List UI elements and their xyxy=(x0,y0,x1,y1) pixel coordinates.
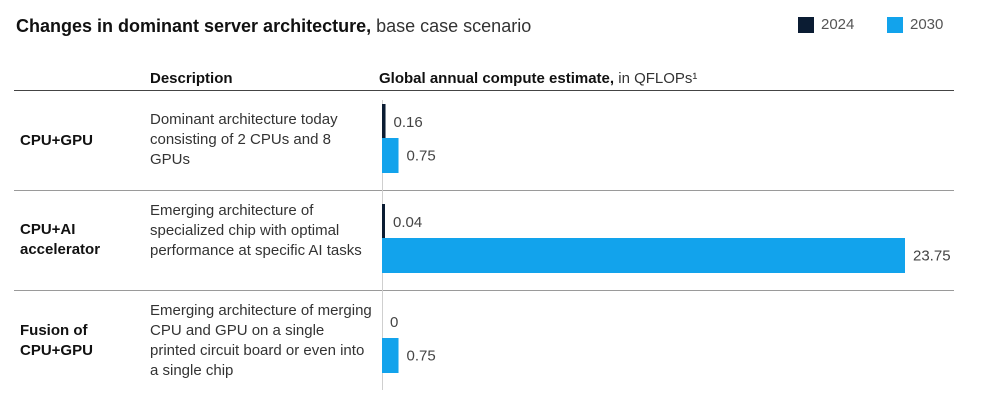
value-label-cpu-gpu-2030: 0.75 xyxy=(407,148,436,165)
value-label-cpu-ai-accelerator-2024: 0.04 xyxy=(393,214,422,231)
value-label-cpu-gpu-2024: 0.16 xyxy=(394,114,423,131)
bar-cpu-gpu-2024 xyxy=(382,104,386,140)
bar-cpu-ai-accelerator-2024 xyxy=(382,204,385,240)
row-category-fusion-cpu-gpu: Fusion of CPU+GPU xyxy=(20,322,93,359)
bar-cpu-ai-accelerator-2030 xyxy=(382,238,905,273)
chart-title-bold: Changes in dominant server architecture, xyxy=(16,16,372,36)
legend-item-2024: 2024 xyxy=(798,16,854,33)
row-divider-1 xyxy=(14,190,954,191)
legend-item-2030: 2030 xyxy=(887,16,943,33)
bar-fusion-cpu-gpu-2030 xyxy=(382,338,399,373)
row-description-cpu-gpu: Dominant architecture today consisting o… xyxy=(150,111,338,168)
row-description-cpu-ai-accelerator: Emerging architecture of specialized chi… xyxy=(150,202,362,259)
legend-label-2030: 2030 xyxy=(910,16,944,33)
estimate-header-unit: in QFLOPs¹ xyxy=(614,70,698,87)
row-divider-2 xyxy=(14,290,954,291)
bars-group: 0.16 0.04 0 0.75 23.75 0.75 xyxy=(382,104,951,373)
estimate-column-header: Global annual compute estimate, in QFLOP… xyxy=(379,70,697,87)
legend-label-2024: 2024 xyxy=(821,16,855,33)
row-category-cpu-ai-accelerator: CPU+AI accelerator xyxy=(20,221,101,258)
chart-title: Changes in dominant server architecture,… xyxy=(16,16,531,37)
header-divider xyxy=(14,90,954,91)
estimate-header-bold: Global annual compute estimate, xyxy=(379,70,615,87)
description-column-header: Description xyxy=(150,70,233,87)
row-description-fusion-cpu-gpu: Emerging architecture of merging CPU and… xyxy=(150,302,372,379)
value-label-fusion-cpu-gpu-2030: 0.75 xyxy=(407,348,436,365)
legend-swatch-2024 xyxy=(798,16,814,33)
bar-cpu-gpu-2030 xyxy=(382,138,399,173)
value-label-cpu-ai-accelerator-2030: 23.75 xyxy=(913,248,951,265)
chart-title-subtitle: base case scenario xyxy=(371,16,532,36)
legend-swatch-2030 xyxy=(887,16,903,33)
row-category-cpu-gpu: CPU+GPU xyxy=(20,132,93,149)
value-label-fusion-cpu-gpu-2024: 0 xyxy=(390,314,398,331)
